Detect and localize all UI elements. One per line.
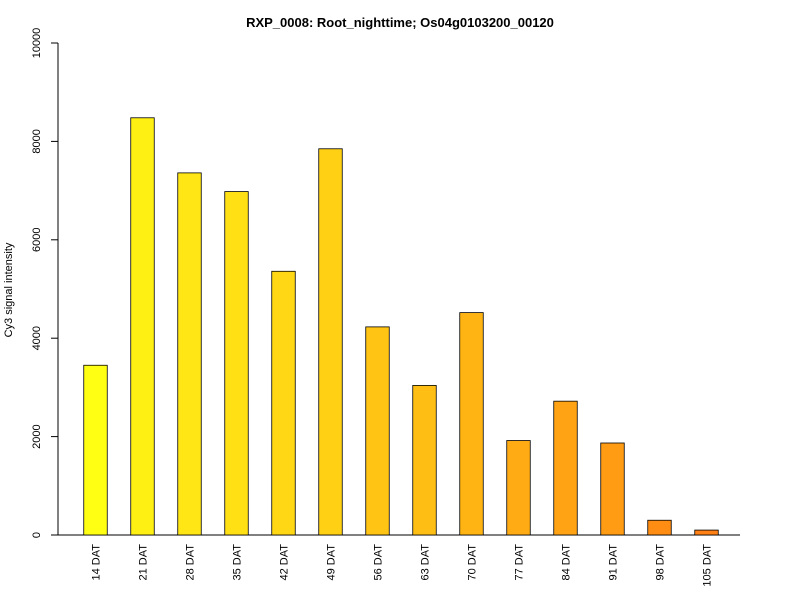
bar [459,312,484,536]
x-tick-label: 70 DAT [467,544,479,581]
bar [506,440,531,536]
chart-title: RXP_0008: Root_nighttime; Os04g0103200_0… [246,15,554,30]
axes [51,42,740,536]
bar [553,400,578,536]
x-tick-label: 28 DAT [185,544,197,581]
bar [694,529,719,536]
bars [83,117,719,536]
x-tick-label: 35 DAT [232,544,244,581]
bar [318,148,343,536]
y-tick-label: 6000 [31,228,43,252]
x-tick-label: 56 DAT [373,544,385,581]
x-tick-label: 49 DAT [326,544,338,581]
y-tick-label: 10000 [31,28,43,59]
x-tick-label: 91 DAT [608,544,620,581]
x-tick-label: 21 DAT [138,544,150,581]
x-tick-label: 98 DAT [655,544,667,581]
y-tick-label: 8000 [31,129,43,153]
bar [412,385,437,536]
x-tick-label: 14 DAT [91,544,103,581]
x-tick-labels: 14 DAT 21 DAT 28 DAT 35 DAT 42 DAT 49 DAT 56 D… [91,544,714,587]
x-tick-label: 42 DAT [279,544,291,581]
y-tick-labels: 0 2000 4000 6000 8000 10000 [31,28,43,538]
x-tick-label: 77 DAT [514,544,526,581]
x-tick-label: 63 DAT [420,544,432,581]
x-tick-label: 84 DAT [561,544,573,581]
bar [83,364,108,536]
y-tick-label: 0 [31,532,43,538]
y-tick-label: 4000 [31,326,43,350]
y-tick-label: 2000 [31,424,43,448]
bar [600,442,625,536]
bar [365,326,390,536]
bar [271,270,296,536]
x-tick-label: 105 DAT [702,544,714,587]
y-axis-label: Cy3 signal intensity [3,242,15,337]
bar [647,519,672,536]
bar [177,172,202,536]
bar [130,117,155,536]
bar [224,191,249,536]
